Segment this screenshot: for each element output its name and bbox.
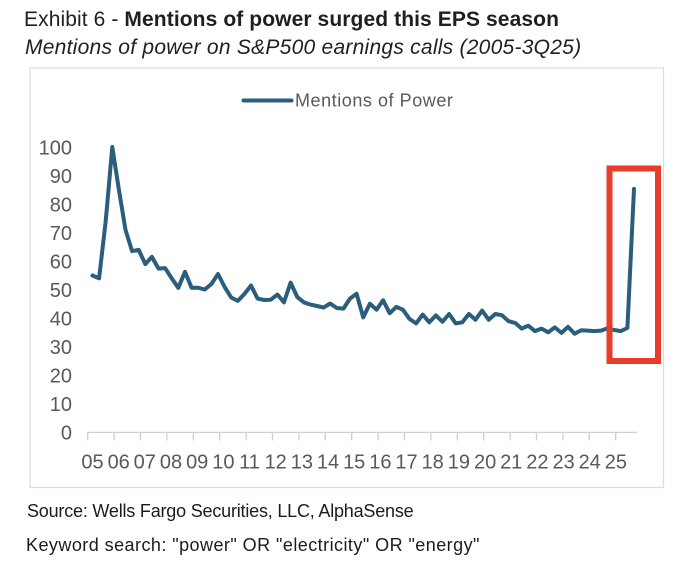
svg-text:Mentions of Power: Mentions of Power: [295, 91, 453, 111]
svg-text:11: 11: [239, 451, 260, 473]
svg-text:24: 24: [579, 451, 601, 473]
svg-text:30: 30: [50, 337, 72, 359]
svg-text:60: 60: [50, 252, 72, 274]
svg-text:10: 10: [212, 451, 234, 473]
svg-text:17: 17: [395, 451, 417, 473]
svg-text:08: 08: [160, 451, 182, 473]
svg-text:80: 80: [50, 194, 72, 216]
svg-text:18: 18: [422, 451, 444, 473]
svg-text:90: 90: [50, 166, 72, 188]
svg-text:09: 09: [186, 451, 208, 473]
svg-text:0: 0: [61, 423, 72, 445]
svg-text:23: 23: [552, 451, 574, 473]
svg-text:12: 12: [265, 451, 287, 473]
svg-text:20: 20: [474, 451, 496, 473]
svg-text:07: 07: [134, 451, 156, 473]
svg-text:13: 13: [291, 451, 313, 473]
svg-text:16: 16: [369, 451, 391, 473]
svg-text:25: 25: [605, 451, 627, 473]
svg-text:20: 20: [50, 366, 72, 388]
svg-text:19: 19: [448, 451, 470, 473]
svg-text:15: 15: [343, 451, 365, 473]
svg-text:10: 10: [50, 394, 72, 416]
svg-text:06: 06: [108, 451, 130, 473]
svg-text:21: 21: [500, 451, 522, 473]
svg-text:50: 50: [50, 280, 72, 302]
svg-text:40: 40: [50, 309, 72, 331]
svg-text:22: 22: [526, 451, 548, 473]
svg-text:100: 100: [39, 137, 72, 159]
svg-text:05: 05: [81, 451, 103, 473]
svg-text:70: 70: [50, 223, 72, 245]
svg-text:14: 14: [317, 451, 339, 473]
